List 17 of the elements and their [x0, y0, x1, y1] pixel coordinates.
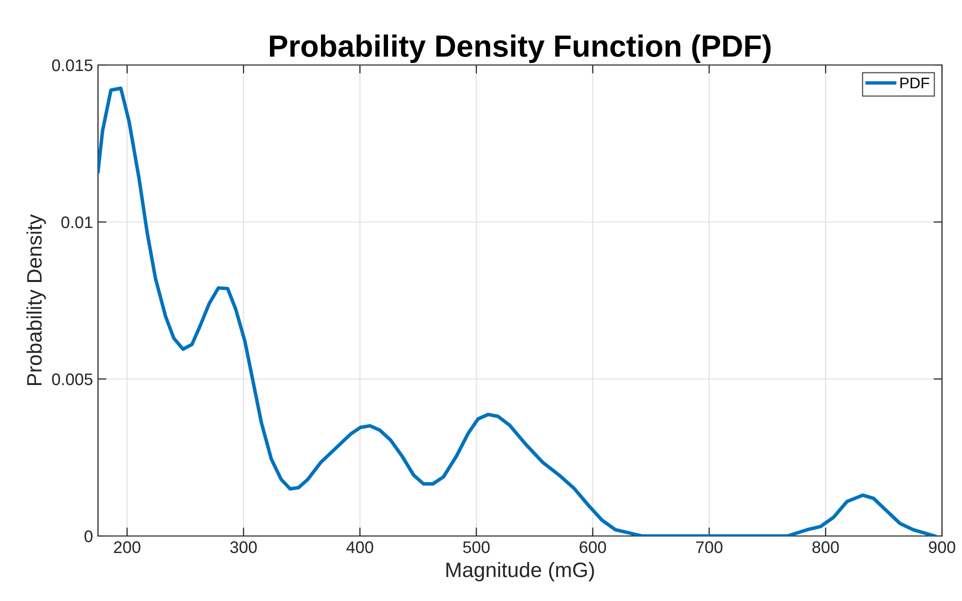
- x-tick-label: 800: [812, 541, 839, 554]
- y-tick-label: 0.01: [61, 216, 92, 228]
- x-tick-label: 900: [928, 541, 956, 554]
- y-tick-label: 0.005: [52, 373, 92, 386]
- x-tick-label: 300: [230, 541, 257, 554]
- x-tick-label: 700: [696, 541, 722, 554]
- legend-label: PDF: [900, 78, 930, 88]
- x-tick-label: 500: [463, 541, 490, 554]
- x-tick-label: 200: [114, 541, 140, 554]
- y-tick-label: 0.015: [52, 59, 92, 72]
- line-series: [98, 86, 936, 536]
- y-axis-title: Probability Density: [26, 214, 46, 386]
- y-tick-label: 0: [84, 530, 92, 542]
- x-tick-label: 400: [346, 541, 374, 554]
- x-axis-title: Magnitude (mG): [446, 562, 594, 582]
- chart-title: Probability Density Function (PDF): [270, 34, 771, 64]
- x-tick-label: 600: [580, 541, 606, 554]
